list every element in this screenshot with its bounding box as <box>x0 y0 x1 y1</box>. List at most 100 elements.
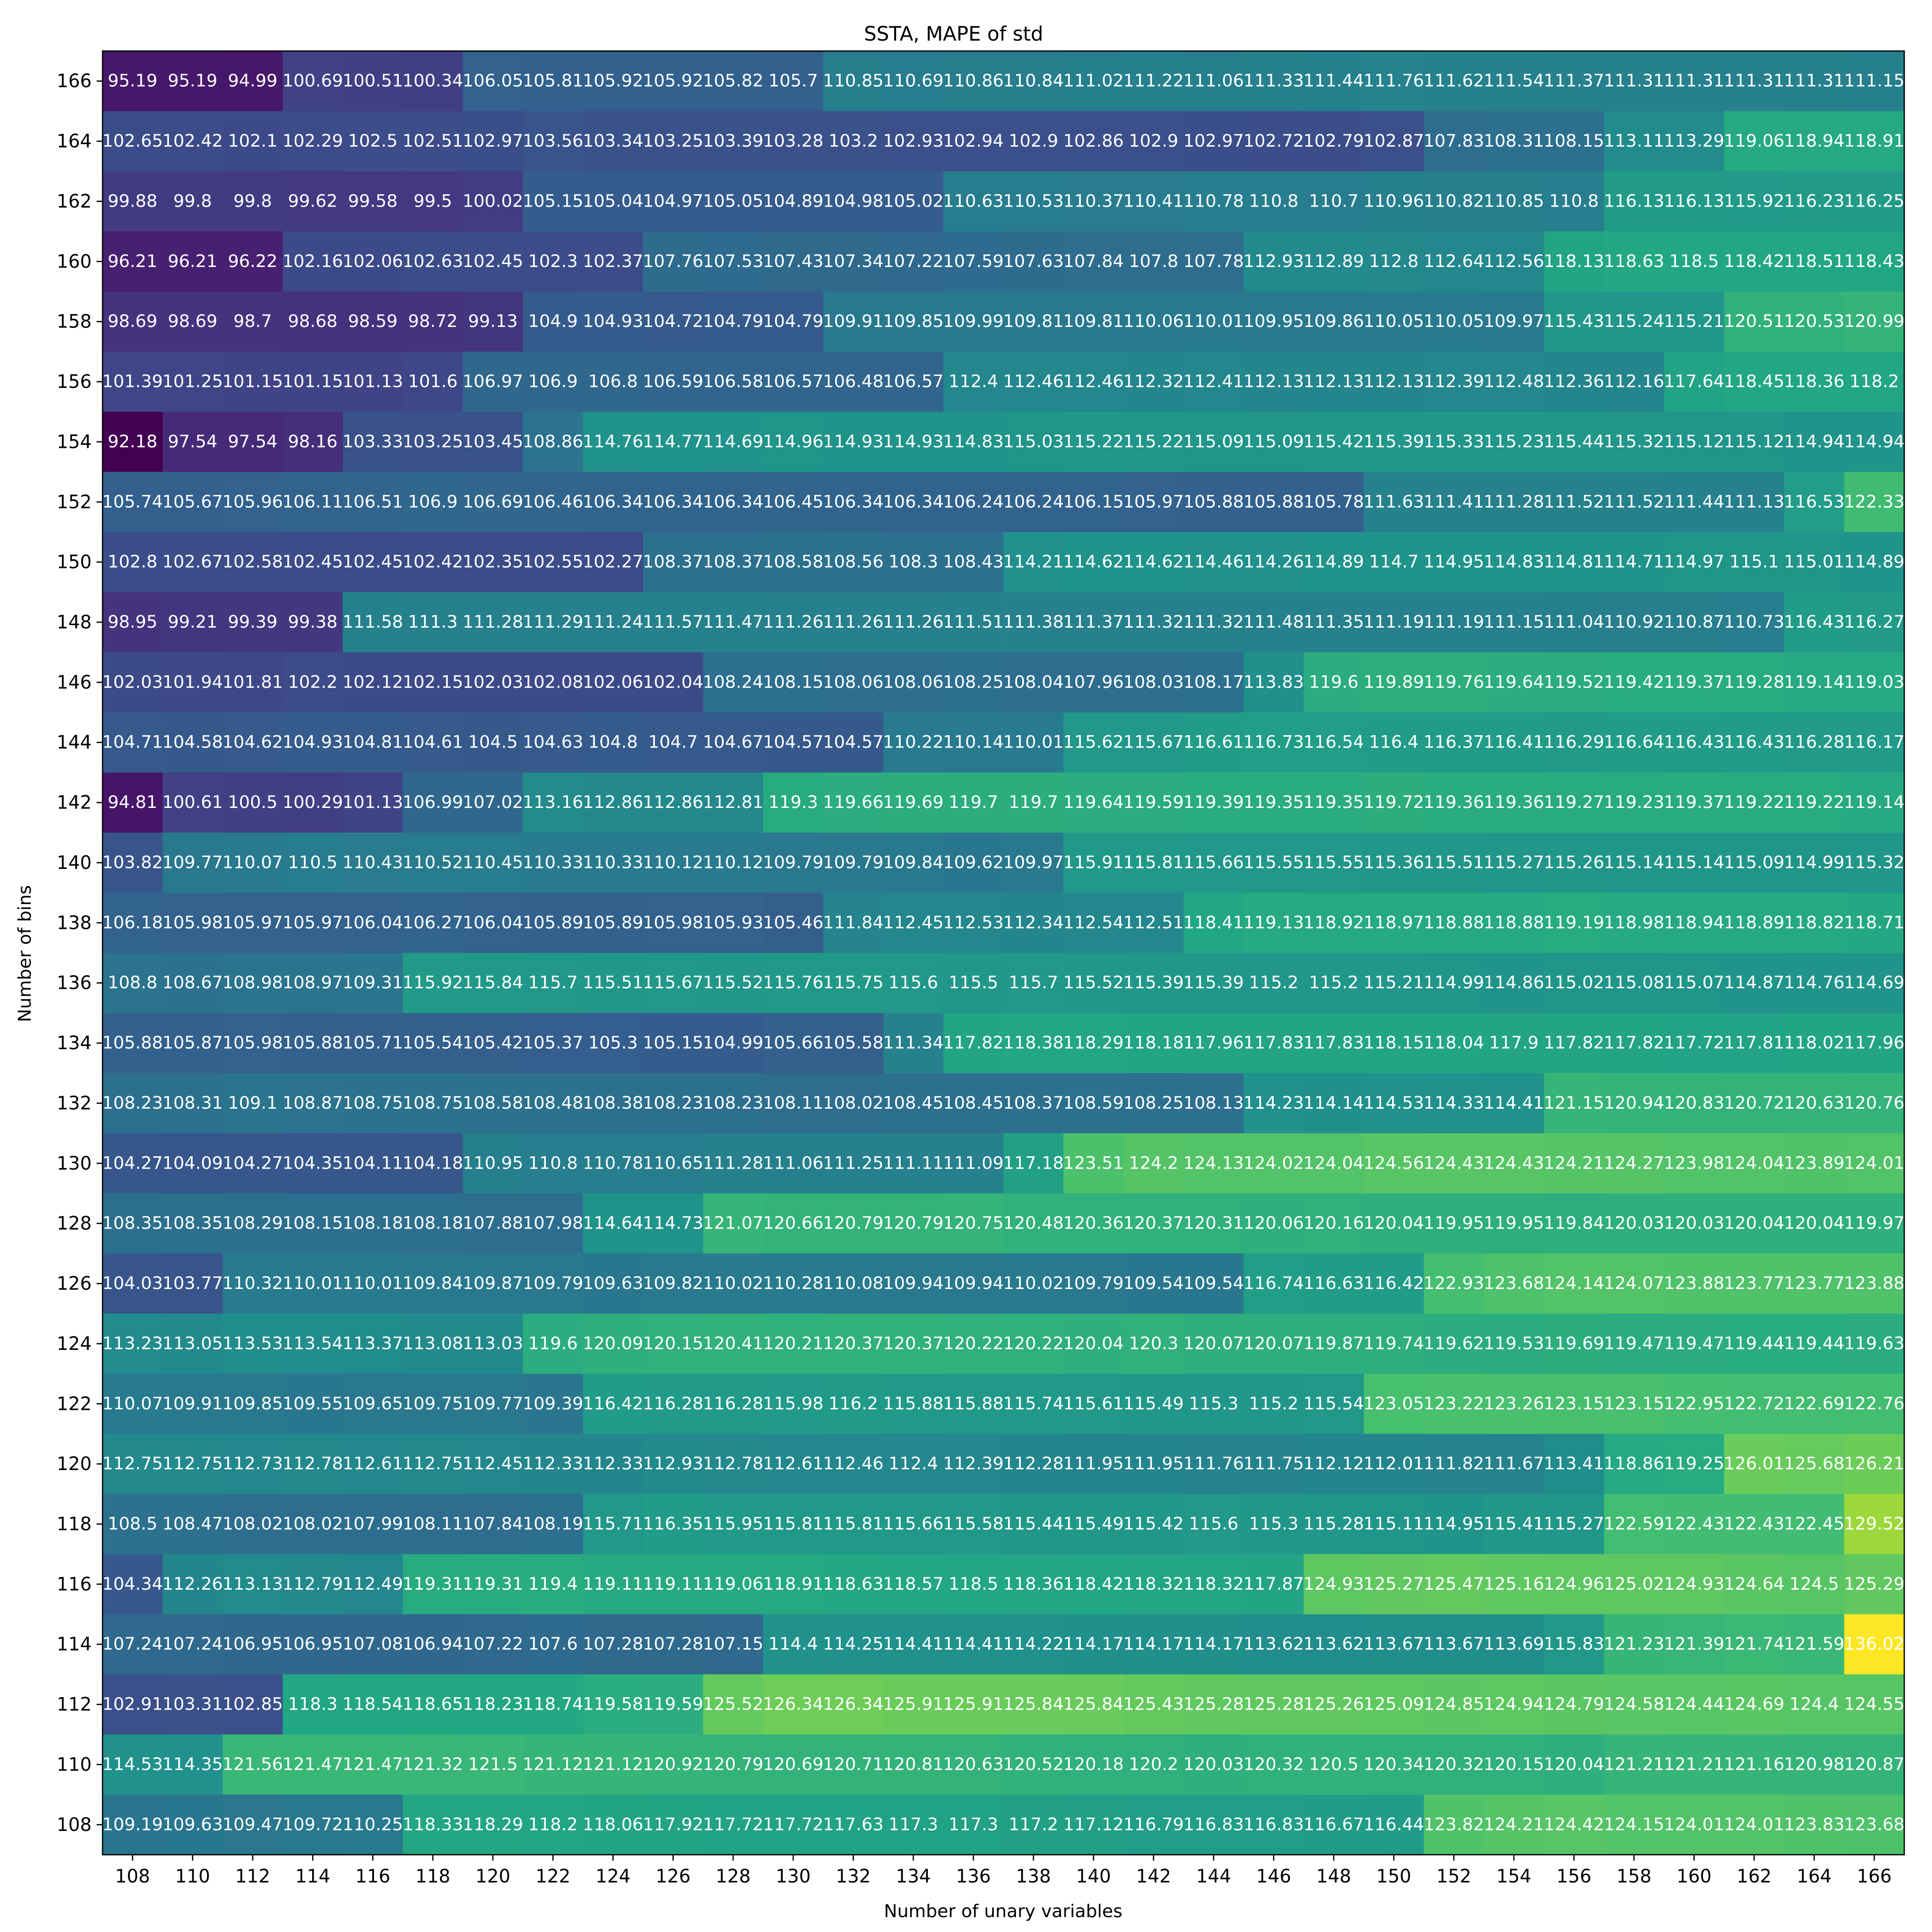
heatmap-cell <box>823 1374 884 1435</box>
cell-value-label: 124.42 <box>1544 1815 1604 1834</box>
cell-value-label: 123.15 <box>1544 1394 1604 1414</box>
heatmap-cell <box>1183 1674 1244 1735</box>
cell-value-label: 115.92 <box>403 973 463 993</box>
heatmap-cell <box>883 1674 944 1735</box>
cell-value-label: 118.94 <box>1784 131 1844 151</box>
cell-value-label: 116.13 <box>1664 191 1724 211</box>
cell-value-label: 121.56 <box>222 1755 283 1774</box>
cell-value-label: 111.25 <box>823 1153 883 1173</box>
cell-value-label: 115.32 <box>1844 853 1904 872</box>
heatmap-cell <box>282 772 343 833</box>
heatmap-cell <box>1664 51 1724 111</box>
heatmap-cell <box>103 171 163 232</box>
cell-value-label: 114.89 <box>1844 552 1904 572</box>
heatmap-cell <box>643 171 703 232</box>
cell-value-label: 108.87 <box>282 1093 343 1113</box>
heatmap-cell <box>463 412 524 473</box>
cell-value-label: 102.9 <box>1009 131 1058 151</box>
heatmap-cell <box>1003 171 1064 232</box>
cell-value-label: 118.15 <box>1363 1033 1424 1053</box>
heatmap-cell <box>763 832 824 893</box>
cell-value-label: 106.57 <box>763 372 823 392</box>
heatmap-cell <box>1844 592 1905 653</box>
heatmap-cell <box>1484 1073 1545 1134</box>
heatmap-cell <box>763 1013 824 1073</box>
heatmap-cell <box>703 772 764 833</box>
heatmap-cell <box>763 51 824 111</box>
cell-value-label: 110.8 <box>528 1153 578 1173</box>
heatmap-cell <box>1604 351 1664 412</box>
heatmap-cell <box>1784 1253 1845 1314</box>
cell-value-label: 109.91 <box>823 312 883 331</box>
cell-value-label: 118.88 <box>1424 913 1484 933</box>
heatmap-cell <box>703 1674 764 1735</box>
heatmap-cell <box>1363 1434 1424 1495</box>
cell-value-label: 118.88 <box>1484 913 1544 933</box>
heatmap-cell <box>1183 893 1244 954</box>
cell-value-label: 120.2 <box>1128 1755 1178 1774</box>
cell-value-label: 116.43 <box>1724 733 1784 752</box>
heatmap-cell <box>282 1494 343 1555</box>
heatmap-cell <box>1303 472 1364 533</box>
heatmap-cell <box>222 712 283 773</box>
heatmap-cell <box>1784 351 1845 412</box>
heatmap-cell <box>1424 351 1484 412</box>
cell-value-label: 115.51 <box>1424 853 1484 872</box>
heatmap-cell <box>103 1013 163 1073</box>
heatmap-cell <box>1123 1554 1184 1615</box>
cell-value-label: 99.58 <box>348 191 397 211</box>
heatmap-cell <box>1303 652 1364 713</box>
cell-value-label: 104.9 <box>528 312 578 331</box>
heatmap-cell <box>1424 1494 1484 1555</box>
heatmap-cell <box>162 231 223 292</box>
heatmap-cell <box>342 1494 403 1555</box>
heatmap-cell <box>643 532 703 592</box>
heatmap-cell <box>1123 832 1184 893</box>
heatmap-cell <box>1724 712 1785 773</box>
heatmap-cell <box>763 1794 824 1855</box>
heatmap-cell <box>643 111 703 172</box>
heatmap-cell <box>1424 532 1484 592</box>
heatmap-cell <box>763 532 824 592</box>
heatmap-cell <box>1724 1013 1785 1073</box>
heatmap-cell <box>1784 111 1845 172</box>
heatmap-cell <box>103 1554 163 1615</box>
cell-value-label: 101.81 <box>222 672 283 692</box>
heatmap-cell <box>463 351 524 412</box>
heatmap-cell <box>523 412 584 473</box>
heatmap-cell <box>1243 1313 1304 1374</box>
cell-value-label: 120.07 <box>1183 1334 1244 1353</box>
cell-value-label: 111.82 <box>1424 1454 1484 1474</box>
cell-value-label: 107.78 <box>1183 252 1244 271</box>
heatmap-cell <box>1003 1313 1064 1374</box>
cell-value-label: 102.03 <box>102 672 162 692</box>
y-tick-label: 142 <box>56 792 92 813</box>
heatmap-cell <box>103 1794 163 1855</box>
cell-value-label: 107.63 <box>1003 252 1064 271</box>
heatmap-cell <box>1303 1313 1364 1374</box>
heatmap-cell <box>583 652 644 713</box>
heatmap-cell <box>1664 1734 1724 1795</box>
cell-value-label: 121.15 <box>1544 1093 1604 1113</box>
heatmap-cell <box>883 592 944 653</box>
heatmap-cell <box>103 1614 163 1675</box>
heatmap-cell <box>1424 893 1484 954</box>
heatmap-cell <box>1544 1013 1605 1073</box>
heatmap-cell <box>1784 1193 1845 1254</box>
cell-value-label: 102.29 <box>282 131 343 151</box>
cell-value-label: 107.08 <box>342 1634 403 1654</box>
heatmap-cell <box>1844 1073 1905 1134</box>
heatmap-cell <box>643 953 703 1014</box>
cell-value-label: 110.22 <box>883 733 943 752</box>
heatmap-cell <box>1003 1554 1064 1615</box>
cell-value-label: 110.85 <box>1484 191 1544 211</box>
cell-value-label: 116.2 <box>828 1394 878 1414</box>
y-tick-label: 108 <box>56 1814 92 1835</box>
heatmap-cell <box>1604 953 1664 1014</box>
heatmap-cell <box>282 1614 343 1675</box>
cell-value-label: 120.83 <box>1664 1093 1724 1113</box>
cell-value-label: 124.93 <box>1664 1574 1724 1594</box>
x-tick-label: 156 <box>1556 1866 1592 1887</box>
cell-value-label: 108.23 <box>102 1093 162 1113</box>
heatmap-cell <box>162 351 223 412</box>
